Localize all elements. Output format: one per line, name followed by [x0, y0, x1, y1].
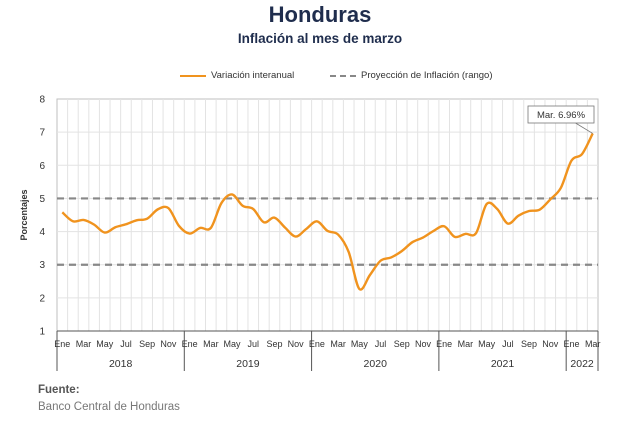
annotation-label: Mar. 6.96%: [537, 110, 586, 121]
legend-item-proyeccion: Proyección de Inflación (rango): [330, 70, 493, 81]
year-label: 2019: [236, 358, 260, 370]
source-label: Fuente:: [38, 384, 80, 396]
x-tick-label: May: [96, 339, 114, 349]
y-tick-label: 3: [39, 260, 45, 271]
y-tick-label: 5: [39, 194, 45, 205]
annotation-box: [527, 105, 595, 124]
y-tick-label: 7: [39, 128, 45, 139]
x-tick-label: Ene: [182, 339, 198, 349]
legend-label: Proyección de Inflación (rango): [361, 70, 493, 81]
x-tick-label: Mar: [458, 339, 474, 349]
x-tick-label: Ene: [54, 339, 70, 349]
x-tick-label: May: [224, 339, 242, 349]
x-tick-label: Sep: [521, 339, 537, 349]
x-tick-label: Mar: [203, 339, 219, 349]
x-tick-label: Ene: [309, 339, 325, 349]
x-tick-label: Jul: [247, 339, 259, 349]
x-tick-label: May: [351, 339, 369, 349]
x-tick-label: Sep: [266, 339, 282, 349]
chart-legend: Variación interanual Proyección de Infla…: [0, 70, 640, 86]
x-tick-label: Sep: [394, 339, 410, 349]
x-tick-label: Mar: [585, 339, 601, 349]
x-tick-label: Nov: [542, 339, 559, 349]
x-tick-label: Nov: [160, 339, 177, 349]
x-tick-label: Nov: [415, 339, 432, 349]
y-axis-label: Porcentajes: [19, 189, 29, 240]
y-tick-label: 2: [39, 293, 45, 304]
y-tick-label: 8: [39, 95, 45, 106]
legend-swatch-solid-line: [180, 74, 206, 77]
chart-title: Honduras: [268, 2, 372, 27]
x-tick-label: Jul: [502, 339, 514, 349]
plot-area: [56, 98, 599, 332]
x-tick-label: Ene: [563, 339, 579, 349]
legend-item-variacion: Variación interanual: [180, 70, 294, 81]
legend-label: Variación interanual: [211, 70, 295, 81]
x-tick-label: Nov: [288, 339, 305, 349]
year-label: 2020: [364, 358, 388, 370]
annotation-leader: [575, 122, 593, 134]
x-tick-label: Mar: [330, 339, 346, 349]
year-label: 2021: [491, 358, 515, 370]
chart-subtitle: Inflación al mes de marzo: [237, 31, 403, 46]
y-tick-label: 6: [39, 161, 45, 172]
legend-swatch-dashed-line: [330, 74, 356, 77]
x-tick-label: Ene: [436, 339, 452, 349]
y-tick-label: 1: [39, 327, 45, 338]
x-tick-label: Jul: [375, 339, 387, 349]
x-tick-label: Mar: [76, 339, 92, 349]
year-label: 2022: [570, 358, 594, 370]
x-tick-label: Sep: [139, 339, 155, 349]
year-label: 2018: [109, 358, 133, 370]
source-value: Banco Central de Honduras: [38, 401, 180, 413]
x-tick-label: Jul: [120, 339, 132, 349]
y-tick-label: 4: [39, 227, 45, 238]
x-tick-label: May: [478, 339, 496, 349]
